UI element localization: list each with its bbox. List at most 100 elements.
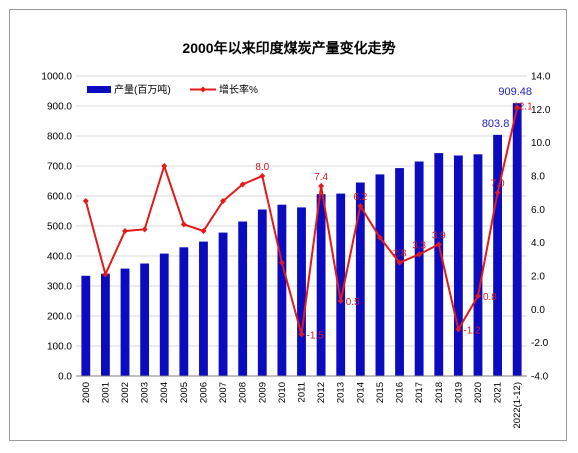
y-left-tick-label: 600.0 xyxy=(47,192,72,203)
bar-2019 xyxy=(453,155,463,376)
y-left-tick-label: 100.0 xyxy=(47,342,72,353)
y-right-tick-label: -2.0 xyxy=(531,338,549,349)
x-tick-label: 2004 xyxy=(159,382,170,403)
growth-label: 8.0 xyxy=(255,162,269,173)
bar-2003 xyxy=(140,263,150,376)
x-tick-label: 2020 xyxy=(473,382,484,403)
growth-label: 7.4 xyxy=(314,172,328,183)
y-right-tick-label: -4.0 xyxy=(531,372,549,383)
growth-point-2008 xyxy=(239,181,246,188)
bar-2020 xyxy=(473,154,483,376)
growth-point-2022(1-12) xyxy=(514,104,521,111)
growth-point-2019 xyxy=(455,326,462,333)
growth-point-2001 xyxy=(102,271,109,278)
bar-2018 xyxy=(434,153,444,376)
bar-label: 803.8 xyxy=(482,118,510,130)
bar-2004 xyxy=(159,253,169,376)
bar-2013 xyxy=(336,193,346,376)
growth-point-2007 xyxy=(220,198,227,204)
bar-2016 xyxy=(395,168,404,376)
y-left-tick-label: 800.0 xyxy=(47,132,72,143)
growth-label: 2.8 xyxy=(393,249,407,260)
legend-line-marker xyxy=(200,86,206,93)
x-tick-label: 2012 xyxy=(316,382,327,403)
x-tick-label: 2015 xyxy=(375,382,386,403)
bar-series xyxy=(81,103,522,376)
x-tick-label: 2000 xyxy=(81,382,92,403)
bar-2010 xyxy=(277,204,287,376)
bar-2005 xyxy=(179,247,189,376)
growth-label: 0.8 xyxy=(483,292,497,303)
y-right-tick-label: 4.0 xyxy=(531,238,545,249)
y-left-tick-label: 200.0 xyxy=(47,312,72,323)
growth-point-2003 xyxy=(141,226,148,233)
growth-point-2021 xyxy=(494,189,501,196)
bar-2022(1-12) xyxy=(512,103,522,376)
y-right-tick-label: 2.0 xyxy=(531,272,545,283)
growth-label: 7.0 xyxy=(491,179,505,190)
growth-point-2004 xyxy=(161,163,168,169)
y-left-tick-label: 1000.0 xyxy=(41,72,72,83)
bar-2011 xyxy=(297,207,306,376)
growth-point-2009 xyxy=(259,173,266,179)
x-tick-label: 2019 xyxy=(453,382,464,403)
growth-point-2015 xyxy=(376,234,383,241)
growth-point-2013 xyxy=(337,298,344,304)
growth-point-2020 xyxy=(474,293,481,299)
x-tick-label: 2018 xyxy=(434,382,445,403)
x-tick-label: 2002 xyxy=(120,382,131,403)
y-left-tick-label: 0.0 xyxy=(58,372,72,383)
y-right-tick-label: 10.0 xyxy=(531,138,551,149)
bar-2002 xyxy=(120,268,130,376)
growth-point-2000 xyxy=(82,198,89,204)
bar-2007 xyxy=(218,232,228,376)
growth-point-2016 xyxy=(396,259,403,266)
bar-2014 xyxy=(355,182,365,376)
x-tick-label: 2013 xyxy=(336,382,347,403)
y-left-tick-label: 400.0 xyxy=(47,252,72,263)
x-tick-label: 2011 xyxy=(297,382,308,402)
legend-bar-label: 产量(百万吨) xyxy=(114,83,171,96)
growth-point-2014 xyxy=(357,203,364,209)
bar-2015 xyxy=(375,174,385,376)
y-left-tick-label: 500.0 xyxy=(47,222,72,233)
y-left-tick-label: 300.0 xyxy=(47,282,72,293)
line-series xyxy=(82,104,521,338)
x-tick-label: 2008 xyxy=(238,382,249,403)
x-tick-label: 2006 xyxy=(198,382,209,403)
y-left-tick-label: 900.0 xyxy=(47,102,72,113)
bar-2006 xyxy=(199,241,208,376)
growth-label: -1.5 xyxy=(307,330,325,341)
growth-label: 3.9 xyxy=(432,230,446,241)
x-tick-label: 2009 xyxy=(257,382,268,403)
x-tick-label: 2017 xyxy=(414,382,425,403)
x-tick-label: 2003 xyxy=(140,382,151,403)
x-tick-label: 2007 xyxy=(218,382,229,403)
x-tick-label: 2014 xyxy=(355,382,366,403)
y-right-tick-label: 8.0 xyxy=(531,172,545,183)
y-right-tick-label: 14.0 xyxy=(531,72,551,83)
growth-point-2017 xyxy=(416,251,423,258)
data-labels: 8.0 -1.5 7.4 0.5 6.2 2.8 3.3 3.9 -1.2 0.8 7.0 12.18… xyxy=(255,86,533,341)
bar-2021 xyxy=(493,134,502,376)
bar-label: 909.48 xyxy=(498,86,532,98)
legend-bar-swatch xyxy=(87,86,111,93)
growth-point-2010 xyxy=(278,259,285,266)
bar-2008 xyxy=(238,221,248,376)
growth-point-2005 xyxy=(180,221,187,228)
growth-point-2006 xyxy=(200,228,207,234)
x-tick-label: 2005 xyxy=(179,382,190,403)
growth-label: 12.1 xyxy=(513,102,533,113)
growth-point-2011 xyxy=(298,331,305,338)
growth-label: 6.2 xyxy=(353,192,367,203)
bar-2001 xyxy=(101,273,110,376)
legend: 产量(百万吨) 增长率% xyxy=(87,83,258,96)
axes: 0.0 100.0 200.0 300.0 400.0 500.0 600.0 700.0 80… xyxy=(41,72,550,429)
bar-2000 xyxy=(81,275,91,376)
x-tick-label: 2021 xyxy=(493,382,504,403)
growth-label: 3.3 xyxy=(412,240,426,251)
chart-title: 2000年以来印度煤炭产量变化走势 xyxy=(182,40,395,56)
x-tick-label: 2010 xyxy=(277,382,288,403)
growth-point-2018 xyxy=(435,241,442,248)
